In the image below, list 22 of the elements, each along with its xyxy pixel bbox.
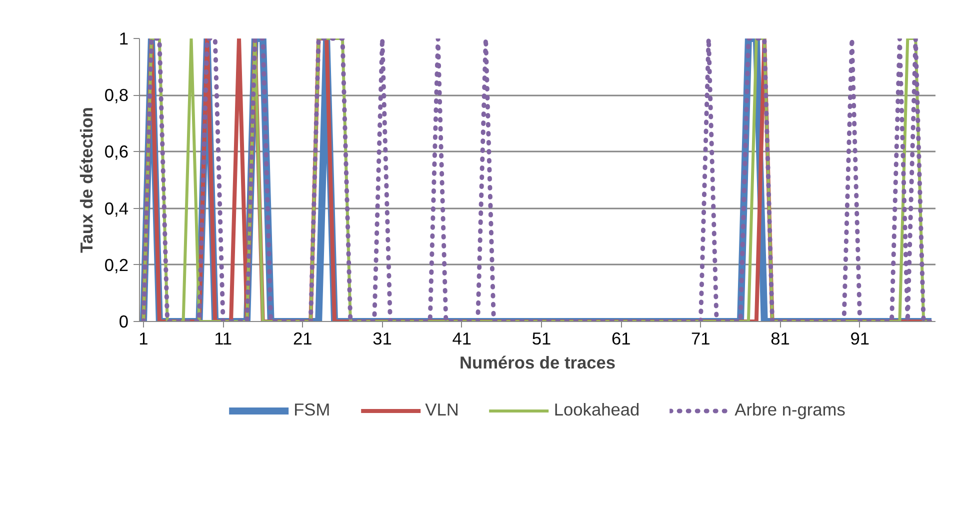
legend-label: Lookahead — [554, 400, 640, 420]
y-tick-label: 0,8 — [104, 85, 129, 106]
legend-label: FSM — [294, 400, 330, 420]
y-tick-label: 0,6 — [104, 142, 129, 162]
x-tick-label: 91 — [850, 328, 870, 348]
x-tick-label: 1 — [138, 328, 148, 348]
y-tick-label: 0,4 — [104, 198, 129, 218]
legend-label: VLN — [425, 400, 459, 420]
legend-label: Arbre n-grams — [734, 400, 846, 420]
y-axis-title: Taux de détection — [76, 106, 96, 254]
x-tick-label: 31 — [372, 328, 392, 348]
x-tick-label: 21 — [293, 328, 312, 348]
x-tick-label: 51 — [532, 328, 552, 348]
x-tick-label: 11 — [214, 328, 232, 348]
x-axis-title: Numéros de traces — [459, 352, 616, 372]
y-tick-label: 1 — [118, 28, 129, 48]
y-tick-label: 0 — [118, 312, 129, 332]
x-tick-label: 61 — [611, 328, 631, 348]
x-tick-label: 81 — [770, 328, 790, 348]
x-tick-label: 71 — [691, 328, 710, 348]
y-tick-label: 0,2 — [104, 254, 129, 275]
x-tick-label: 41 — [452, 328, 472, 348]
